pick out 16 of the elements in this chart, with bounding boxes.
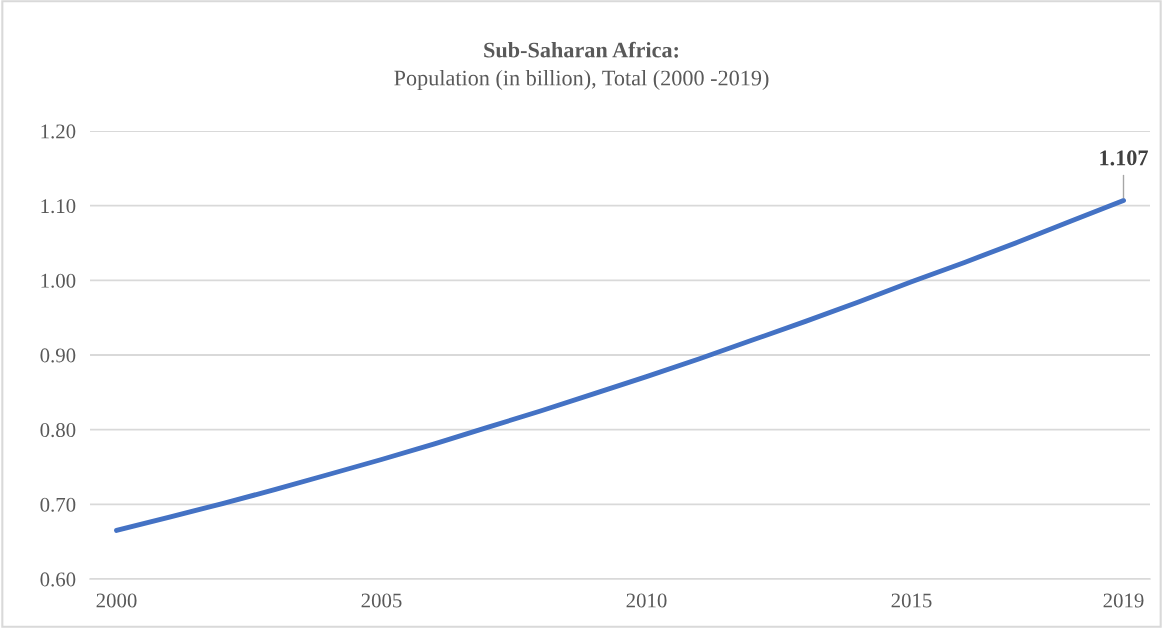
y-tick-label: 0.70 xyxy=(40,497,76,512)
y-tick-label: 0.60 xyxy=(40,572,76,587)
x-tick-label: 2005 xyxy=(361,593,402,608)
y-tick-label: 1.20 xyxy=(41,124,76,139)
y-tick-label: 0.80 xyxy=(40,423,76,438)
x-tick-label: 2000 xyxy=(96,593,137,608)
y-tick-label: 1.00 xyxy=(41,273,76,288)
x-tick-label: 2019 xyxy=(1103,593,1144,608)
chart-title: Sub-Saharan Africa: xyxy=(484,41,678,58)
x-tick-label: 2010 xyxy=(626,593,667,608)
line-series xyxy=(114,198,1126,533)
chart-subtitle: Population (in billion), Total (2000 -2019) xyxy=(394,69,769,91)
y-tick-label: 0.90 xyxy=(40,348,76,363)
x-tick-label: 2015 xyxy=(891,593,932,608)
annotation: 1.107 xyxy=(1100,150,1148,166)
y-tick-label: 1.10 xyxy=(41,199,76,214)
